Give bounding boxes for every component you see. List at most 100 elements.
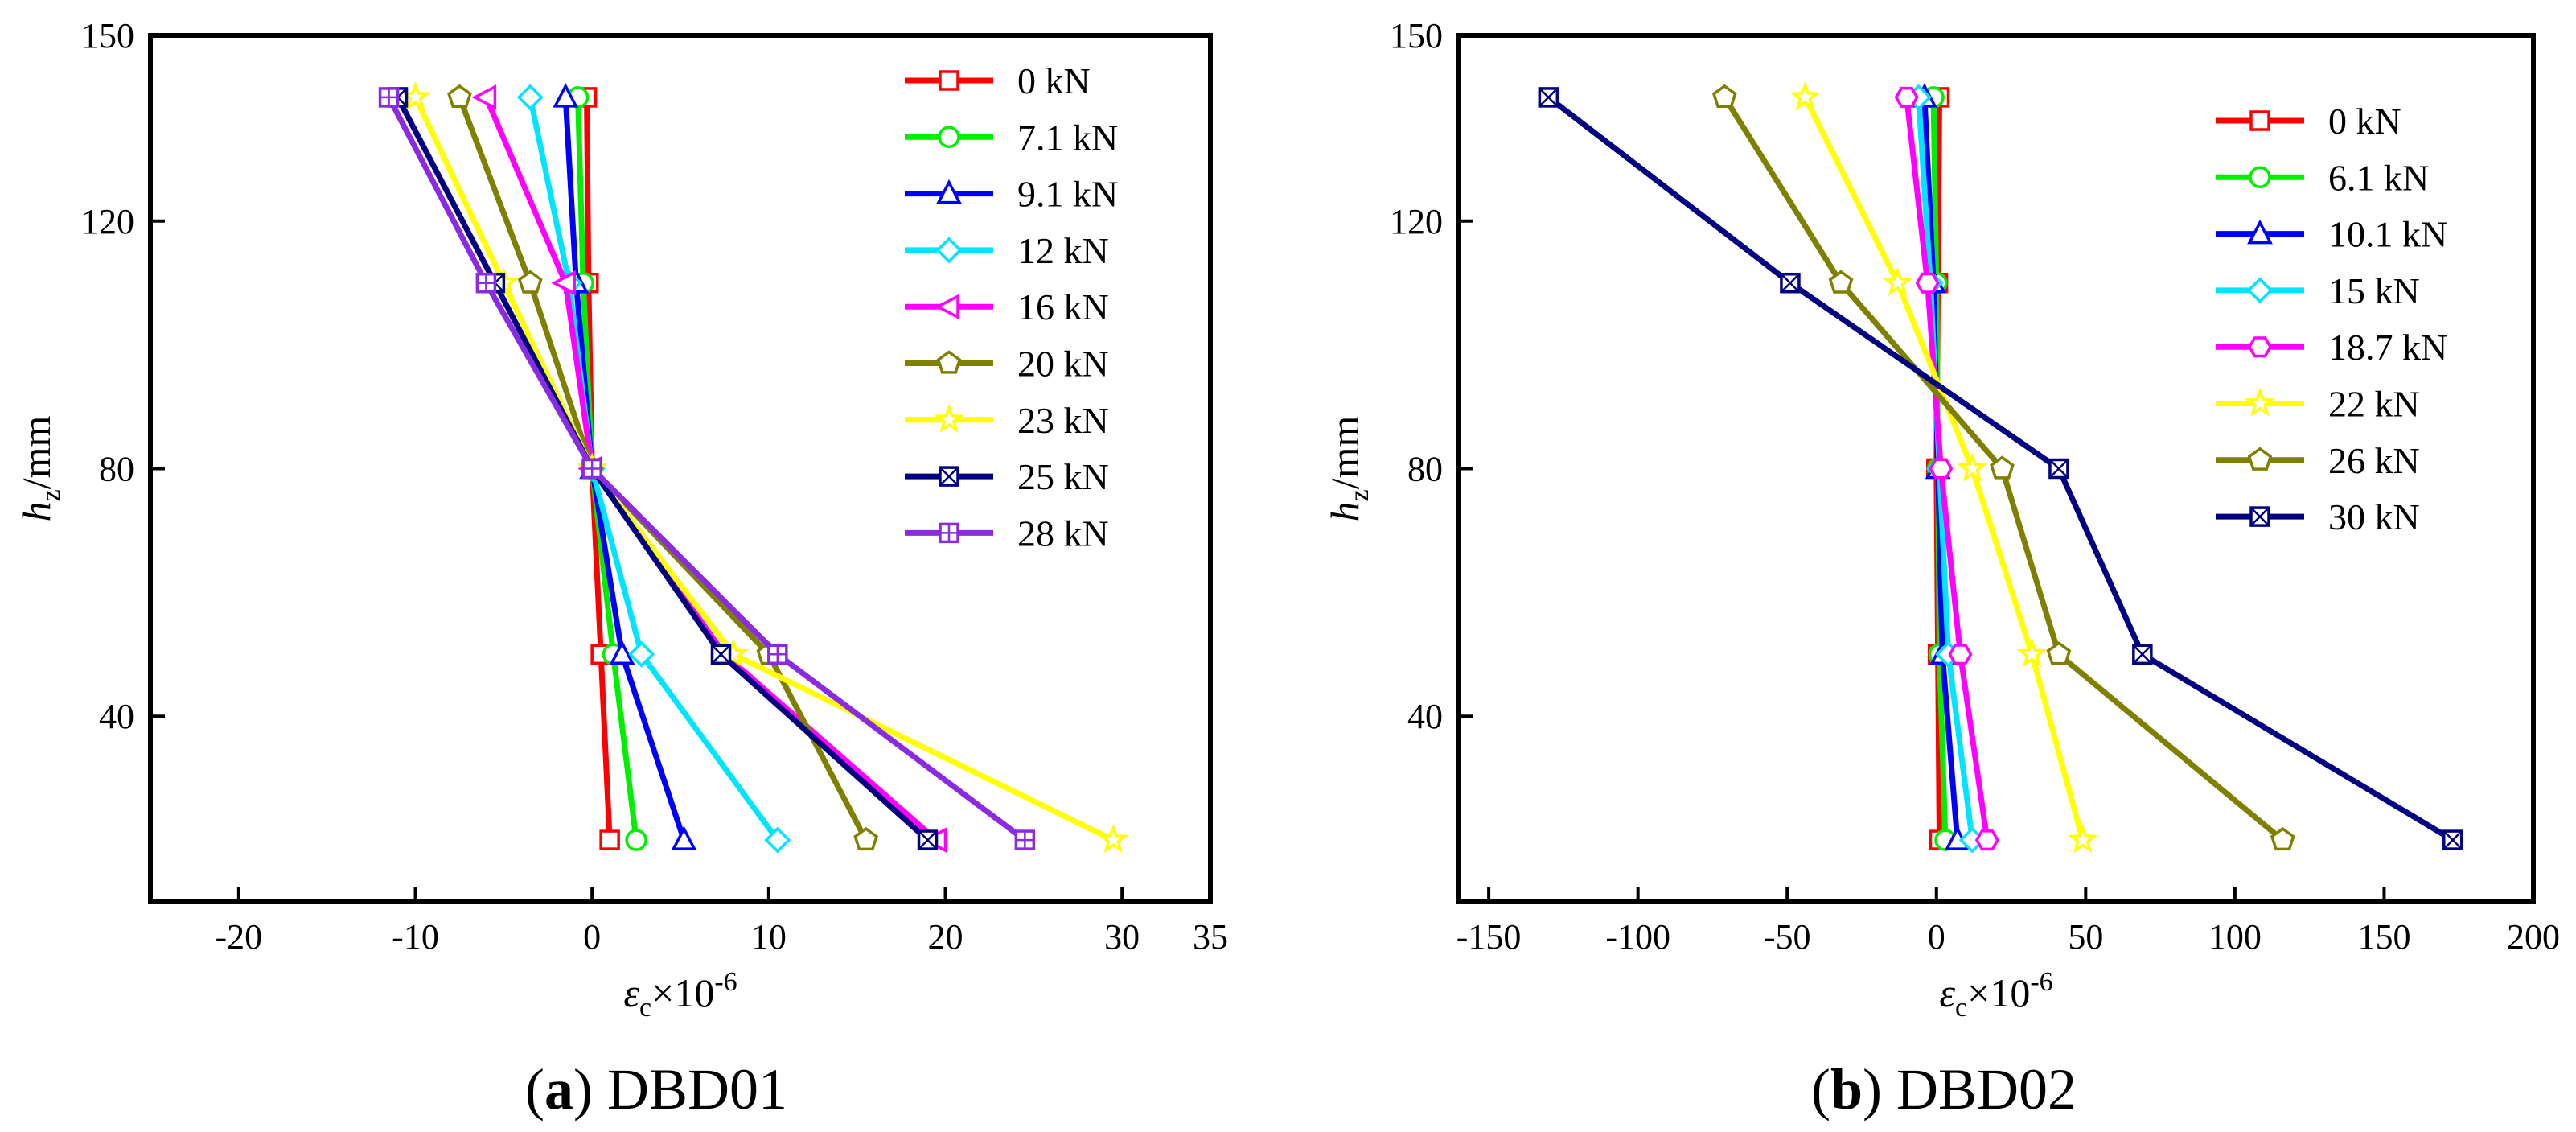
- legend-marker: [2246, 277, 2274, 304]
- legend-item: 6.1 kN: [2216, 157, 2429, 198]
- legend-item: 7.1 kN: [905, 117, 1118, 158]
- data-point: [1990, 455, 2015, 480]
- legend-label: 23 kN: [1017, 400, 1109, 441]
- x-tick-label: 100: [2208, 917, 2262, 957]
- data-point: [551, 270, 576, 296]
- legend-label: 30 kN: [2328, 496, 2420, 537]
- x-tick-label: 200: [2507, 917, 2560, 957]
- legend-item: 12 kN: [905, 230, 1109, 271]
- series-22-kN: [1789, 80, 2098, 854]
- chart-panel-dbd02: -150 -100 -50 0 50 100 150 200 40 80 120 150 εc×10-6…: [1322, 16, 2560, 1122]
- y-axis-label: hz/mm: [1322, 416, 1374, 522]
- legend-label: 10.1 kN: [2328, 214, 2447, 255]
- data-point: [378, 87, 400, 108]
- x-tick-label: -150: [1456, 917, 1522, 957]
- data-point: [581, 458, 602, 480]
- data-point: [2067, 824, 2098, 854]
- legend-item: 20 kN: [905, 344, 1109, 385]
- series-28-kN: [378, 87, 1036, 850]
- data-point: [471, 84, 497, 110]
- data-point: [1957, 452, 1988, 482]
- legend-marker: [939, 70, 959, 91]
- legend-item: 25 kN: [905, 456, 1109, 497]
- series-30-kN: [1538, 87, 2463, 850]
- y-tick-label: 80: [1407, 450, 1443, 489]
- data-point: [625, 829, 647, 851]
- series-16-kN: [471, 84, 947, 853]
- y-axis: 40 80 120 150: [1390, 16, 1473, 736]
- legend-marker: [933, 403, 965, 433]
- legend-item: 9.1 kN: [905, 174, 1118, 215]
- legend-marker: [2247, 336, 2273, 358]
- legend-label: 15 kN: [2328, 270, 2420, 311]
- plot-area: [1538, 80, 2463, 854]
- series-line: [527, 97, 780, 842]
- data-point: [1789, 80, 1821, 111]
- data-point: [1974, 829, 1999, 851]
- y-tick-label: 150: [81, 16, 134, 56]
- data-point: [475, 272, 497, 294]
- x-tick-label: 20: [928, 917, 963, 957]
- legend-marker: [2244, 387, 2276, 417]
- x-tick-label: 50: [2068, 917, 2103, 957]
- data-point: [1948, 644, 1973, 665]
- data-point: [767, 644, 788, 665]
- legend-item: 0 kN: [905, 60, 1091, 101]
- y-tick-label: 80: [99, 450, 134, 489]
- legend-item: 23 kN: [905, 400, 1109, 441]
- legend-marker: [939, 466, 959, 487]
- legend-label: 0 kN: [1017, 60, 1091, 101]
- legend-item: 18.7 kN: [2216, 327, 2447, 368]
- x-tick-label: 30: [1104, 917, 1140, 957]
- data-point: [447, 84, 472, 109]
- data-point: [628, 640, 655, 668]
- data-point: [1882, 266, 1913, 296]
- data-point: [599, 829, 620, 850]
- data-point: [764, 826, 791, 854]
- data-point: [671, 825, 697, 850]
- legend-marker: [2249, 166, 2271, 189]
- y-tick-label: 40: [1407, 697, 1443, 736]
- legend-item: 16 kN: [905, 286, 1109, 327]
- data-point: [2016, 638, 2048, 668]
- chart-panel-dbd01: -20 -10 0 10 20 30 35 40 80 120 150 εc×10-6 hz/mm 0 k…: [14, 16, 1228, 1122]
- series-18_7-kN: [1894, 86, 1999, 851]
- x-tick-label: -100: [1605, 917, 1670, 957]
- legend-label: 12 kN: [1017, 230, 1109, 271]
- data-point: [553, 83, 579, 108]
- y-axis: 40 80 120 150: [81, 16, 165, 736]
- x-tick-label: 10: [751, 917, 787, 957]
- panel-caption: (a) DBD01: [525, 1057, 787, 1122]
- data-point: [2046, 641, 2072, 665]
- x-tick-label: 0: [583, 917, 601, 957]
- legend-item: 26 kN: [2216, 440, 2420, 481]
- data-point: [1780, 272, 1801, 294]
- data-point: [710, 644, 732, 665]
- legend-label: 18.7 kN: [2328, 327, 2447, 368]
- series-12-kN: [516, 84, 791, 854]
- legend-label: 20 kN: [1017, 344, 1109, 385]
- legend-label: 9.1 kN: [1017, 174, 1118, 215]
- data-point: [1915, 272, 1940, 294]
- data-point: [609, 640, 635, 665]
- data-point: [853, 826, 879, 851]
- data-point: [2442, 829, 2463, 850]
- legend-item: 30 kN: [2216, 496, 2420, 537]
- legend-label: 22 kN: [2328, 384, 2420, 425]
- legend-item: 28 kN: [905, 512, 1109, 554]
- x-axis: -150 -100 -50 0 50 100 150 200: [1456, 887, 2560, 957]
- data-point: [917, 829, 939, 850]
- data-point: [1538, 87, 1559, 108]
- x-tick-label: 35: [1193, 917, 1228, 957]
- legend-item: 22 kN: [2216, 384, 2420, 425]
- legend-label: 6.1 kN: [2328, 157, 2429, 198]
- legend-marker: [935, 237, 963, 264]
- legend-marker: [936, 350, 962, 374]
- x-tick-label: -50: [1764, 917, 1811, 957]
- series-26-kN: [1711, 84, 2295, 851]
- data-point: [1894, 86, 1919, 108]
- legend-marker: [2247, 447, 2273, 471]
- legend-item: 15 kN: [2216, 270, 2420, 311]
- series-line: [395, 96, 930, 842]
